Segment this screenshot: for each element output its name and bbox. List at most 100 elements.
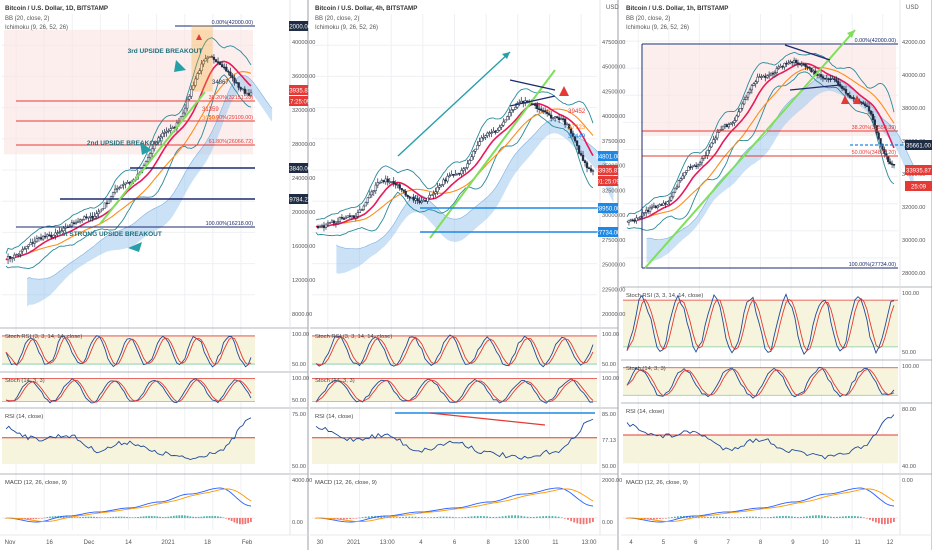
candle-body xyxy=(551,117,555,120)
macd-histogram-bar xyxy=(244,518,247,524)
candle-body xyxy=(210,56,214,58)
candle-body xyxy=(691,165,694,168)
candle-body xyxy=(78,219,82,222)
candle-body xyxy=(645,209,648,213)
price-tag: 19784.22 xyxy=(286,198,312,204)
candle-body xyxy=(752,83,755,86)
axis-tick-label: 22500.00 xyxy=(602,287,625,293)
candle-body xyxy=(15,254,18,256)
candle-body xyxy=(21,249,24,252)
macd-histogram-bar xyxy=(560,517,563,519)
candle-body xyxy=(181,112,185,118)
price-tag: 33935.87 xyxy=(906,169,932,175)
macd-histogram-bar xyxy=(392,517,395,518)
macd-histogram-bar xyxy=(430,517,432,518)
macd-histogram-bar xyxy=(414,516,417,518)
candle-body xyxy=(488,132,491,134)
candle-body xyxy=(557,117,561,121)
candle-body xyxy=(444,179,447,182)
macd-histogram-bar xyxy=(451,516,454,518)
candle-body xyxy=(571,133,575,137)
candle-body xyxy=(589,168,593,172)
macd-histogram-bar xyxy=(776,516,778,518)
macd-histogram-bar xyxy=(427,517,429,518)
candle-body xyxy=(196,73,199,80)
candle-body xyxy=(316,225,320,229)
rsi-band xyxy=(623,434,898,464)
macd-histogram-bar xyxy=(836,516,838,518)
macd-histogram-bar xyxy=(479,515,482,518)
x-tick-label: 8 xyxy=(486,540,490,546)
macd-histogram-bar xyxy=(674,516,676,518)
macd-signal-line xyxy=(6,488,252,522)
candle-body xyxy=(700,158,704,164)
indicator-tick: 100.00 xyxy=(292,332,309,338)
macd-histogram-bar xyxy=(203,516,206,518)
ichimoku-cloud xyxy=(27,75,273,307)
kijun-line xyxy=(626,66,895,223)
price-tag-bg xyxy=(289,85,308,95)
candle-body xyxy=(821,76,825,79)
candle-body xyxy=(864,103,867,106)
candle-body xyxy=(414,198,417,201)
candle-body xyxy=(122,183,125,186)
candle-body xyxy=(6,256,10,261)
macd-histogram-bar xyxy=(131,517,134,518)
candle-body xyxy=(492,130,495,133)
macd-histogram-bar xyxy=(881,518,883,525)
candle-body xyxy=(87,216,90,219)
price-tag: 34801.00 xyxy=(595,155,621,161)
candle-body xyxy=(631,219,634,222)
price-tag-bg xyxy=(598,227,618,237)
axis-tick-label: 36000.00 xyxy=(292,74,315,80)
bb-basis xyxy=(315,102,594,228)
candle-body xyxy=(91,215,94,219)
candle-body xyxy=(781,65,784,68)
price-tag: 17:25:09 xyxy=(287,100,311,106)
indicator-tick: 77.13 xyxy=(602,438,616,444)
candle-body xyxy=(233,77,236,83)
price-tag: 35661.00 xyxy=(906,144,932,150)
macd-histogram-bar xyxy=(701,517,703,518)
candle-body xyxy=(380,180,383,183)
macd-histogram-bar xyxy=(455,517,457,518)
candle-body xyxy=(346,215,350,218)
candle-body xyxy=(777,66,780,69)
macd-histogram-bar xyxy=(677,516,679,518)
price-tag: 27734.00 xyxy=(595,231,621,237)
price-tag-bg xyxy=(905,165,932,175)
candle-body xyxy=(416,198,419,202)
macd-histogram-bar xyxy=(238,518,241,525)
x-tick-label: 30 xyxy=(317,540,324,546)
candle-body xyxy=(350,215,354,217)
candle-body xyxy=(698,162,702,166)
candle-body xyxy=(635,217,638,222)
macd-histogram-bar xyxy=(46,517,49,518)
candle-body xyxy=(13,254,16,259)
candle-body xyxy=(167,130,170,132)
axis-tick-label: 28000.00 xyxy=(902,271,925,277)
sell-signal-icon xyxy=(853,95,861,104)
candle-body xyxy=(458,172,461,175)
candle-body xyxy=(29,242,32,246)
indicator-tick: 0.00 xyxy=(292,520,303,526)
candle-body xyxy=(386,178,389,183)
value-label: 31359 xyxy=(202,107,219,113)
candle-body xyxy=(646,209,650,212)
candle-body xyxy=(470,156,473,161)
candle-body xyxy=(56,232,59,235)
candle-body xyxy=(440,184,443,186)
macd-histogram-bar xyxy=(448,516,451,518)
fib-level-label: 38.20%(36550.39) xyxy=(852,125,897,131)
bb-basis xyxy=(5,60,252,261)
candle-body xyxy=(330,220,334,223)
axis-tick-label: 20000.00 xyxy=(602,312,625,318)
axis-tick-label: 32000.00 xyxy=(902,205,925,211)
macd-histogram-bar xyxy=(731,517,733,518)
candle-body xyxy=(520,100,523,104)
candle-body xyxy=(666,201,669,205)
fib-zone xyxy=(643,45,896,136)
candle-body xyxy=(434,191,437,194)
candle-body xyxy=(643,212,646,214)
arrow-icon xyxy=(174,60,186,72)
